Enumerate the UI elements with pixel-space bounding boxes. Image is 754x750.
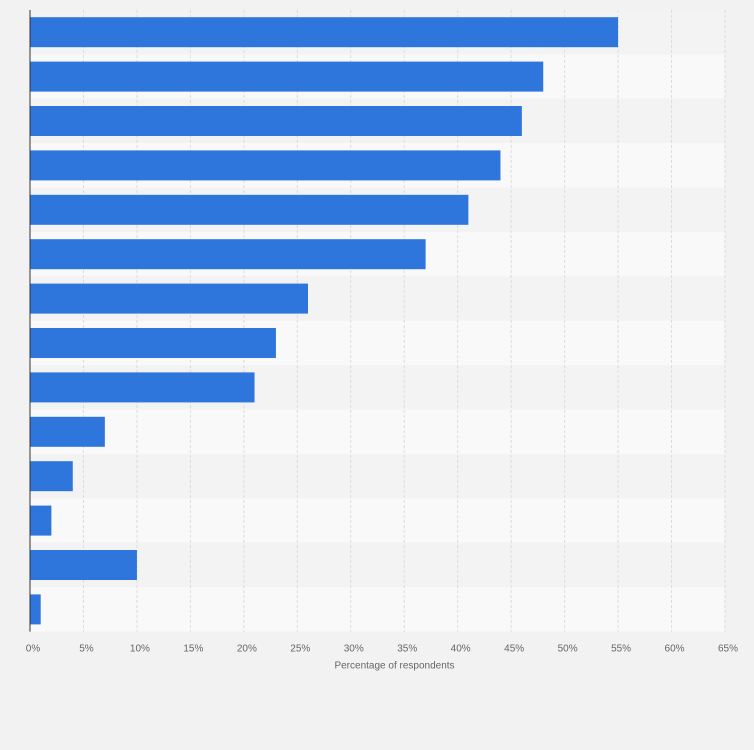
row-band (30, 454, 725, 499)
row-band (30, 587, 725, 632)
bar[interactable] (30, 106, 522, 136)
bar[interactable] (30, 505, 52, 536)
bar[interactable] (30, 416, 105, 447)
x-tick-label: 40% (451, 644, 471, 655)
x-axis-ticks: 0% 5% 10% 15% 20% 25% 30% 35% 40% 45% 50% 55% 60% 65% (26, 644, 738, 655)
x-tick-label: 60% (665, 644, 685, 655)
bar[interactable] (30, 194, 469, 225)
row-bands (30, 10, 725, 632)
x-tick-label: 45% (504, 644, 524, 655)
x-tick-label: 55% (611, 644, 631, 655)
x-tick-label: 10% (130, 644, 150, 655)
bar[interactable] (30, 17, 619, 48)
bar[interactable] (30, 550, 137, 580)
gridlines (82, 10, 726, 632)
row-band (30, 409, 725, 454)
bar[interactable] (30, 372, 255, 403)
x-tick-label: 25% (290, 644, 310, 655)
x-tick-label: 0% (26, 644, 41, 655)
x-tick-label: 50% (558, 644, 578, 655)
bar[interactable] (30, 61, 544, 92)
x-tick-label: 65% (718, 644, 738, 655)
x-axis-title: Percentage of respondents (334, 661, 454, 672)
x-tick-label: 35% (397, 644, 417, 655)
bar[interactable] (30, 594, 41, 625)
bar[interactable] (30, 461, 73, 492)
x-tick-label: 30% (344, 644, 364, 655)
x-tick-label: 15% (183, 644, 203, 655)
row-band (30, 498, 725, 543)
x-tick-label: 20% (237, 644, 257, 655)
bar[interactable] (30, 150, 501, 181)
bar[interactable] (30, 283, 308, 314)
row-band (30, 542, 725, 588)
x-tick-label: 5% (79, 644, 94, 655)
bar[interactable] (30, 328, 276, 358)
bar[interactable] (30, 239, 426, 270)
bars (30, 17, 619, 625)
